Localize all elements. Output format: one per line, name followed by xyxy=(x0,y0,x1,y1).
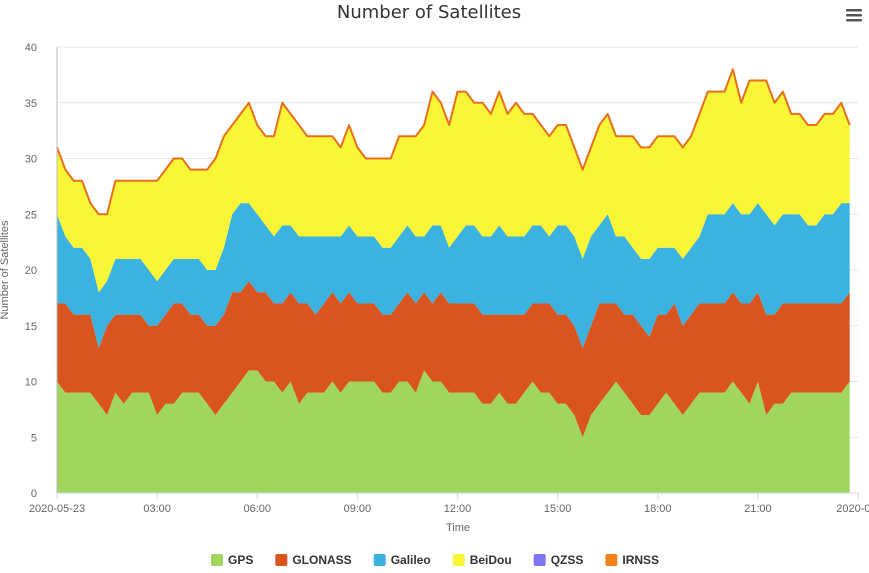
legend-label: IRNSS xyxy=(622,553,659,567)
y-tick-label: 5 xyxy=(31,432,37,444)
y-tick-label: 35 xyxy=(25,98,37,110)
y-tick-label: 40 xyxy=(25,42,37,54)
y-tick-label: 10 xyxy=(25,377,37,389)
legend-swatch xyxy=(605,554,618,566)
legend-item-gps[interactable]: GPS xyxy=(211,553,253,567)
x-tick-label: 03:00 xyxy=(143,503,171,515)
chart-title: Number of Satellites xyxy=(337,2,521,23)
legend-swatch xyxy=(211,554,223,566)
y-tick-label: 25 xyxy=(25,209,37,221)
hamburger-icon xyxy=(846,9,862,22)
legend-label: QZSS xyxy=(551,553,584,567)
x-tick-label: 12:00 xyxy=(444,503,472,515)
y-tick-label: 30 xyxy=(25,154,37,166)
legend-label: Galileo xyxy=(391,553,431,567)
legend-item-beidou[interactable]: BeiDou xyxy=(452,553,512,567)
x-tick-labels: 2020-05-23 03:00 06:00 09:00 12:00 15:00 18:00… xyxy=(29,503,869,515)
series-area-galileo xyxy=(57,203,850,349)
legend-swatch xyxy=(452,554,465,566)
legend-label: GLONASS xyxy=(292,553,351,567)
x-tick-label: 2020-0... xyxy=(836,503,869,515)
legend-item-qzss[interactable]: QZSS xyxy=(533,553,584,567)
legend-item-irnss[interactable]: IRNSS xyxy=(605,553,659,567)
legend-item-galileo[interactable]: Galileo xyxy=(373,553,431,567)
y-tick-label: 20 xyxy=(25,265,37,277)
axes xyxy=(56,47,859,499)
x-axis-title: Time xyxy=(446,522,470,534)
series-line-total xyxy=(56,68,851,216)
x-tick-label: 2020-05-23 xyxy=(29,503,85,515)
series-area-glonass xyxy=(57,281,850,438)
legend-label: BeiDou xyxy=(470,553,512,567)
series-area-gps xyxy=(57,370,850,493)
legend-swatch xyxy=(275,554,288,566)
legend: GPS GLONASS Galileo BeiDou QZSS IRNSS xyxy=(211,553,659,567)
y-tick-labels: 0 5 10 15 20 25 30 35 40 xyxy=(25,42,37,500)
x-tick-label: 15:00 xyxy=(544,503,572,515)
legend-swatch xyxy=(373,554,386,566)
y-tick-label: 15 xyxy=(25,321,37,333)
legend-label: GPS xyxy=(228,553,253,567)
y-tick-label: 0 xyxy=(31,488,37,500)
x-tick-label: 06:00 xyxy=(243,503,271,515)
y-axis-title: Number of Satellites xyxy=(0,220,11,320)
legend-item-glonass[interactable]: GLONASS xyxy=(275,553,352,567)
x-tick-label: 09:00 xyxy=(344,503,372,515)
x-tick-label: 21:00 xyxy=(744,503,772,515)
menu-button[interactable] xyxy=(842,6,866,26)
series-areas xyxy=(56,68,851,493)
x-tick-label: 18:00 xyxy=(644,503,672,515)
series-area-beidou xyxy=(57,69,850,293)
legend-swatch xyxy=(533,554,546,566)
